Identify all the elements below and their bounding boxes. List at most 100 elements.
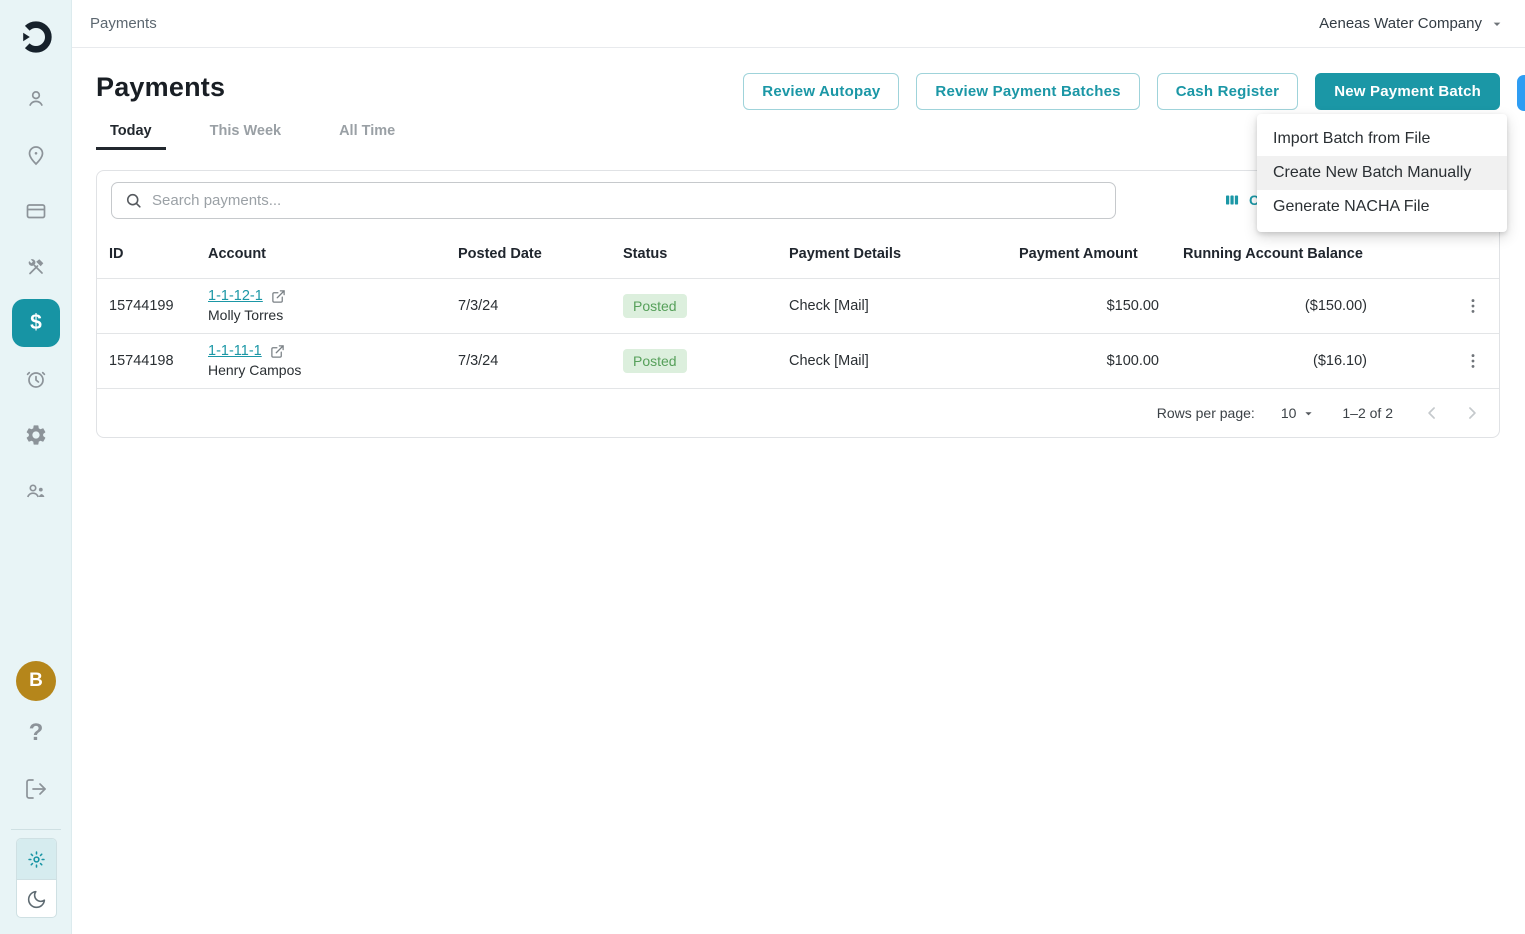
external-link-icon[interactable] bbox=[271, 289, 286, 304]
next-page-button[interactable] bbox=[1459, 400, 1485, 426]
row-menu-button[interactable] bbox=[1459, 292, 1487, 320]
tools-icon bbox=[24, 255, 48, 279]
search-icon bbox=[124, 191, 143, 210]
previous-page-button[interactable] bbox=[1419, 400, 1445, 426]
rows-per-page-label: Rows per page: bbox=[1156, 405, 1255, 421]
people-icon bbox=[24, 479, 48, 503]
new-payment-batch-menu: Import Batch from File Create New Batch … bbox=[1257, 114, 1507, 232]
status-badge: Posted bbox=[623, 293, 687, 318]
columns-icon bbox=[1223, 191, 1241, 209]
account-name: Henry Campos bbox=[208, 362, 302, 378]
account-link[interactable]: 1-1-11-1 bbox=[208, 343, 262, 359]
account-link[interactable]: 1-1-12-1 bbox=[208, 288, 263, 304]
sidebar-item-users[interactable] bbox=[0, 463, 72, 519]
help-button[interactable]: ? bbox=[0, 718, 72, 748]
tabs: Today This Week All Time bbox=[96, 114, 409, 150]
table-header-row: ID Account Posted Date Status Payment De… bbox=[97, 230, 1499, 279]
logout-button[interactable] bbox=[24, 777, 48, 801]
cell-running-balance: ($16.10) bbox=[1171, 333, 1379, 389]
logout-icon bbox=[24, 777, 48, 801]
cell-status: Posted bbox=[611, 278, 777, 334]
sidebar-item-settings[interactable] bbox=[0, 407, 72, 463]
header-payment-amount: Payment Amount bbox=[1007, 230, 1171, 279]
cell-posted-date: 7/3/24 bbox=[446, 333, 611, 389]
cell-id: 15744198 bbox=[97, 333, 196, 389]
rows-per-page-select[interactable]: 10 bbox=[1281, 405, 1317, 421]
app-logo bbox=[17, 18, 55, 56]
cell-running-balance: ($150.00) bbox=[1171, 278, 1379, 334]
sidebar-item-billing[interactable] bbox=[0, 183, 72, 239]
sidebar-item-scheduled[interactable] bbox=[0, 351, 72, 407]
company-selector[interactable]: Aeneas Water Company bbox=[1319, 15, 1505, 32]
table-toolbar: Columns bbox=[97, 171, 1499, 230]
rows-per-page-value: 10 bbox=[1280, 405, 1297, 421]
status-badge: Posted bbox=[623, 348, 687, 373]
review-autopay-button[interactable]: Review Autopay bbox=[743, 73, 900, 110]
theme-toggle bbox=[16, 838, 57, 918]
row-menu-button[interactable] bbox=[1459, 347, 1487, 375]
moon-icon bbox=[26, 889, 47, 910]
user-icon bbox=[24, 87, 48, 111]
location-pin-icon bbox=[24, 143, 48, 167]
chevron-down-icon bbox=[1301, 406, 1316, 421]
search-input[interactable] bbox=[152, 192, 1103, 209]
tab-all-time[interactable]: All Time bbox=[339, 123, 396, 139]
light-mode-button[interactable] bbox=[17, 839, 56, 879]
avatar-initial: B bbox=[29, 670, 43, 691]
cell-account: 1-1-11-1 Henry Campos bbox=[196, 333, 446, 389]
header-status: Status bbox=[611, 230, 777, 279]
alarm-clock-icon bbox=[24, 367, 48, 391]
sidebar-nav: $ bbox=[0, 71, 72, 519]
gear-icon bbox=[24, 423, 48, 447]
pagination-controls bbox=[1419, 400, 1485, 426]
review-payment-batches-button[interactable]: Review Payment Batches bbox=[916, 73, 1140, 110]
pagination: Rows per page: 10 1–2 of 2 bbox=[97, 389, 1499, 438]
tab-today[interactable]: Today bbox=[96, 114, 166, 150]
cell-payment-amount: $100.00 bbox=[1007, 333, 1171, 389]
cell-account: 1-1-12-1 Molly Torres bbox=[196, 278, 446, 334]
sidebar-item-payments[interactable]: $ bbox=[0, 295, 72, 351]
sidebar-item-locations[interactable] bbox=[0, 127, 72, 183]
cell-payment-details: Check [Mail] bbox=[777, 333, 1007, 389]
new-payment-batch-button[interactable]: New Payment Batch bbox=[1315, 73, 1500, 110]
search-box bbox=[111, 182, 1116, 219]
pagination-range: 1–2 of 2 bbox=[1342, 405, 1393, 421]
cash-register-button[interactable]: Cash Register bbox=[1156, 73, 1299, 110]
sidebar-item-tools[interactable] bbox=[0, 239, 72, 295]
page-title: Payments bbox=[96, 72, 226, 102]
tab-this-week[interactable]: This Week bbox=[209, 123, 282, 139]
avatar[interactable]: B bbox=[16, 661, 56, 701]
cell-id: 15744199 bbox=[97, 278, 196, 334]
header-account: Account bbox=[196, 230, 446, 279]
cell-posted-date: 7/3/24 bbox=[446, 278, 611, 334]
cell-row-actions bbox=[1379, 333, 1499, 389]
header-id: ID bbox=[97, 230, 196, 279]
company-selector-label: Aeneas Water Company bbox=[1319, 15, 1482, 32]
external-link-icon[interactable] bbox=[270, 344, 285, 359]
actions-row: Review Autopay Review Payment Batches Ca… bbox=[743, 73, 1500, 110]
cell-status: Posted bbox=[611, 333, 777, 389]
chevron-down-icon bbox=[1489, 16, 1505, 32]
dark-mode-button[interactable] bbox=[17, 879, 56, 917]
account-name: Molly Torres bbox=[208, 307, 284, 323]
topbar: Payments Aeneas Water Company bbox=[72, 0, 1525, 48]
question-icon: ? bbox=[28, 719, 44, 746]
cell-payment-amount: $150.00 bbox=[1007, 278, 1171, 334]
payments-table: ID Account Posted Date Status Payment De… bbox=[97, 230, 1499, 389]
topbar-title: Payments bbox=[90, 15, 157, 32]
dollar-icon: $ bbox=[12, 299, 60, 347]
table-row: 15744198 1-1-11-1 Henry Campos bbox=[97, 333, 1499, 389]
menu-item-import-batch[interactable]: Import Batch from File bbox=[1273, 130, 1431, 147]
menu-item-create-batch[interactable]: Create New Batch Manually bbox=[1257, 156, 1507, 190]
sidebar: $ bbox=[0, 0, 72, 934]
header-payment-details: Payment Details bbox=[777, 230, 1007, 279]
header-actions bbox=[1379, 230, 1499, 279]
credit-card-icon bbox=[24, 199, 48, 223]
menu-item-generate-nacha[interactable]: Generate NACHA File bbox=[1273, 198, 1430, 215]
cut-off-blue-button[interactable] bbox=[1517, 75, 1525, 111]
header-running-balance: Running Account Balance bbox=[1171, 230, 1379, 279]
sidebar-divider bbox=[11, 829, 61, 830]
cell-payment-details: Check [Mail] bbox=[777, 278, 1007, 334]
sidebar-item-customers[interactable] bbox=[0, 71, 72, 127]
